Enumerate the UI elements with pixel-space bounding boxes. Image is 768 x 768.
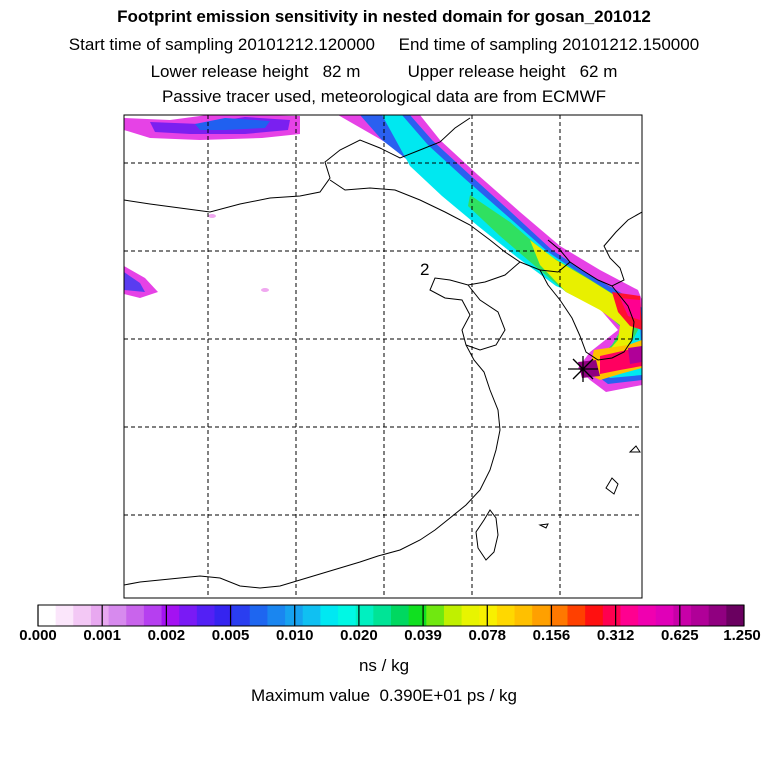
colorbar-label: 0.078 <box>468 627 507 644</box>
map-background <box>124 115 642 598</box>
colorbar-swatch <box>373 605 392 626</box>
colorbar-swatch <box>585 605 604 626</box>
sampling-time-line: Start time of sampling 20101212.120000 E… <box>68 35 700 54</box>
release-height-line: Lower release height 82 m Upper release … <box>150 62 618 81</box>
colorbar-swatch <box>426 605 445 626</box>
colorbar-swatch <box>38 605 57 626</box>
receptor-star-icon <box>568 356 598 382</box>
colorbar-swatch <box>532 605 551 626</box>
colorbar-swatch <box>673 605 692 626</box>
colorbar <box>37 604 745 627</box>
region-marker-label: 2 <box>420 260 429 279</box>
colorbar-label: 0.001 <box>83 627 121 644</box>
colorbar-swatch <box>267 605 286 626</box>
colorbar-label: 0.000 <box>19 627 57 644</box>
graticule <box>124 115 642 598</box>
colorbar-label: 0.156 <box>532 627 571 644</box>
colorbar-swatch <box>461 605 480 626</box>
colorbar-swatch <box>655 605 674 626</box>
colorbar-swatch <box>514 605 533 626</box>
colorbar-swatch <box>126 605 145 626</box>
colorbar-swatch <box>249 605 268 626</box>
colorbar-label: 0.039 <box>404 627 442 644</box>
colorbar-unit: ns / kg <box>358 656 410 675</box>
colorbar-swatch <box>302 605 321 626</box>
colorbar-swatch <box>391 605 410 626</box>
colorbar-swatch <box>479 605 498 626</box>
colorbar-swatch <box>708 605 727 626</box>
colorbar-swatch <box>726 605 745 626</box>
colorbar-swatch <box>161 605 180 626</box>
colorbar-label: 0.020 <box>340 627 378 644</box>
maximum-value-text: Maximum value 0.390E+01 ps / kg <box>251 686 517 705</box>
colorbar-swatch <box>55 605 74 626</box>
colorbar-swatch <box>567 605 586 626</box>
colorbar-swatch <box>232 605 251 626</box>
colorbar-swatch <box>320 605 339 626</box>
colorbar-swatch <box>549 605 568 626</box>
colorbar-swatch <box>196 605 215 626</box>
colorbar-swatch <box>691 605 710 626</box>
colorbar-swatch <box>638 605 657 626</box>
colorbar-swatch <box>408 605 427 626</box>
map-frame <box>123 114 643 599</box>
colorbar-swatch <box>73 605 92 626</box>
colorbar-frame <box>37 604 745 627</box>
colorbar-label: 0.010 <box>275 627 314 644</box>
colorbar-swatch <box>108 605 127 626</box>
colorbar-label: 0.312 <box>596 627 635 644</box>
colorbar-label: 0.002 <box>147 627 186 644</box>
colorbar-swatch <box>143 605 163 626</box>
colorbar-swatch <box>602 605 621 626</box>
tracer-info-line: Passive tracer used, meteorological data… <box>161 87 607 106</box>
colorbar-swatch <box>179 605 198 626</box>
colorbar-swatch <box>355 605 374 626</box>
colorbar-label: 1.250 <box>723 627 761 644</box>
colorbar-swatch <box>620 605 639 626</box>
coastlines <box>124 117 642 589</box>
plot-title: Footprint emission sensitivity in nested… <box>117 7 651 26</box>
colorbar-label: 0.005 <box>211 627 250 644</box>
colorbar-swatch <box>214 605 233 626</box>
colorbar-label: 0.625 <box>661 627 699 644</box>
colorbar-swatch <box>443 605 463 626</box>
colorbar-swatch <box>338 605 357 626</box>
colorbar-swatch <box>496 605 516 626</box>
colorbar-swatch <box>90 605 110 626</box>
